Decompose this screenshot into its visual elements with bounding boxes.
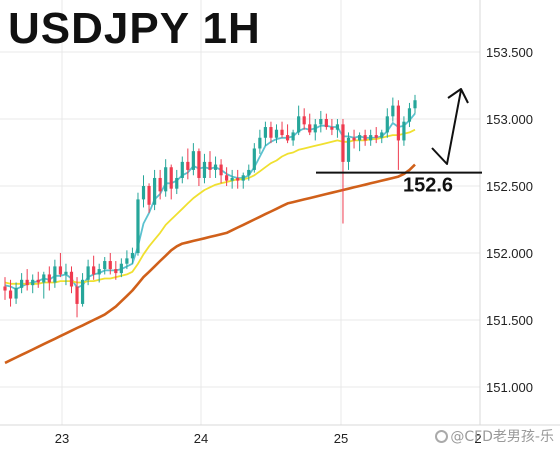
watermark-text: @CFD老男孩-乐	[450, 429, 554, 445]
candle-body	[357, 135, 362, 141]
candle-body	[302, 116, 306, 125]
candle-body	[164, 167, 168, 192]
candle-body	[169, 167, 173, 189]
y-tick-label: 151.500	[486, 313, 533, 328]
candle-body	[280, 129, 284, 136]
arrow-head	[447, 88, 469, 104]
y-tick-label: 153.000	[486, 112, 533, 127]
candle-body	[219, 164, 223, 176]
candle-body	[385, 116, 389, 133]
support-label: 152.6	[403, 175, 453, 197]
candle-body	[147, 186, 151, 205]
weibo-icon	[435, 430, 449, 443]
moving-average-line	[4, 163, 416, 365]
candle-body	[230, 177, 234, 181]
candle-body	[330, 127, 334, 130]
candle-body	[136, 199, 140, 253]
candle-body	[108, 261, 112, 270]
candle-body	[75, 286, 79, 304]
candle-body	[252, 148, 256, 170]
candle-body	[180, 161, 184, 178]
candle-body	[202, 161, 207, 178]
y-tick-label: 151.000	[486, 380, 533, 395]
y-tick-label: 152.500	[486, 179, 533, 194]
candle-body	[269, 127, 273, 138]
x-tick-label: 24	[194, 431, 208, 446]
candle-body	[3, 286, 7, 291]
candle-body	[97, 269, 101, 275]
candle-body	[103, 261, 107, 270]
candle-body	[80, 279, 85, 304]
candle-body	[20, 279, 24, 288]
candle-body	[258, 137, 262, 149]
candle-body	[285, 135, 290, 141]
candle-body	[152, 177, 157, 205]
candle-body	[319, 119, 323, 125]
projection-arrow	[431, 89, 462, 165]
candle-body	[263, 127, 268, 138]
candle-body	[186, 161, 190, 170]
candle-body	[407, 108, 412, 122]
candle-body	[396, 105, 400, 141]
candle-body	[241, 175, 245, 181]
candle-body	[25, 279, 29, 286]
candle-body	[58, 266, 63, 275]
candle-body	[36, 279, 40, 283]
x-tick-label: 23	[55, 431, 69, 446]
candle-body	[208, 161, 212, 170]
candle-body	[31, 279, 35, 286]
candle-body	[308, 124, 312, 133]
y-tick-label: 153.500	[486, 45, 533, 60]
candle-body	[158, 177, 162, 192]
candle-body	[53, 266, 57, 283]
candle-body	[141, 186, 146, 200]
candle-body	[369, 135, 373, 141]
candle-body	[92, 266, 96, 275]
candle-body	[130, 253, 135, 259]
candle-body	[335, 124, 340, 130]
chart-title: USDJPY 1H	[8, 4, 261, 53]
candle-body	[380, 132, 384, 138]
candle-body	[374, 135, 378, 138]
candle-body	[86, 266, 90, 280]
x-tick-label: 2	[474, 431, 481, 446]
candle-body	[324, 119, 328, 128]
candle-body	[64, 271, 68, 275]
candle-body	[114, 269, 118, 274]
candle-body	[313, 124, 317, 133]
candle-body	[125, 258, 129, 264]
candle-body	[191, 151, 195, 170]
candle-body	[42, 274, 46, 283]
candle-body	[213, 164, 218, 170]
moving-average-line	[4, 128, 416, 285]
candle-body	[14, 287, 18, 299]
candle-body	[291, 132, 295, 141]
candle-body	[413, 100, 417, 109]
candle-body	[47, 274, 51, 283]
candle-body	[69, 271, 74, 287]
candle-body	[274, 129, 279, 138]
candle-body	[402, 121, 406, 141]
watermark: @CFD老男孩-乐	[435, 426, 554, 446]
y-tick-label: 152.000	[486, 246, 533, 261]
candle-body	[119, 263, 123, 274]
candle-body	[341, 124, 345, 162]
candle-body	[247, 169, 251, 176]
candle-body	[297, 116, 301, 133]
candle-body	[175, 177, 179, 189]
candle-body	[197, 151, 201, 178]
candle-body	[225, 175, 229, 181]
candle-body	[363, 135, 367, 141]
x-tick-label: 25	[334, 431, 348, 446]
candle-body	[8, 290, 13, 299]
candle-body	[391, 105, 395, 117]
candle-body	[236, 177, 240, 181]
candle-body	[352, 137, 356, 141]
candle-body	[346, 137, 351, 162]
